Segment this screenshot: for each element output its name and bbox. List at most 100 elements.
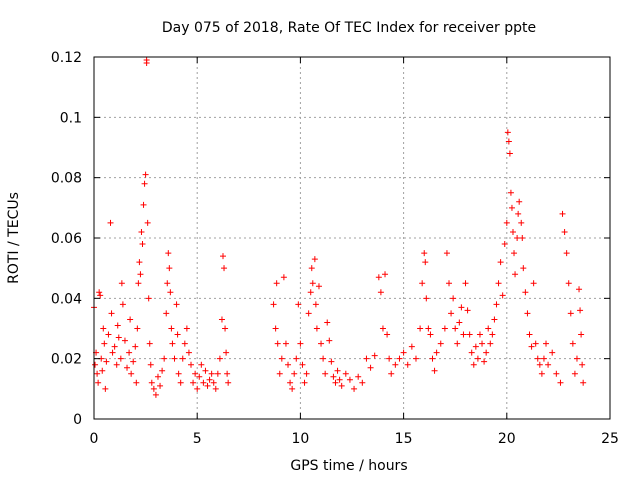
data-point bbox=[506, 150, 513, 157]
data-point bbox=[173, 301, 180, 308]
data-point bbox=[221, 265, 228, 272]
data-point bbox=[198, 361, 205, 368]
data-point bbox=[382, 271, 389, 278]
data-point bbox=[183, 325, 190, 332]
data-point bbox=[446, 280, 453, 287]
data-point bbox=[119, 301, 126, 308]
data-point bbox=[130, 358, 137, 365]
data-point bbox=[328, 358, 335, 365]
data-point bbox=[224, 370, 231, 377]
data-point bbox=[425, 325, 432, 332]
data-point bbox=[181, 340, 188, 347]
data-point bbox=[114, 322, 121, 329]
chart-title: Day 075 of 2018, Rate Of TEC Index for r… bbox=[162, 20, 536, 36]
data-point bbox=[489, 331, 496, 338]
data-point bbox=[167, 289, 174, 296]
data-point bbox=[121, 337, 128, 344]
data-point bbox=[177, 379, 184, 386]
data-point bbox=[202, 367, 209, 374]
y-tick-label: 0.06 bbox=[51, 231, 82, 247]
data-point bbox=[299, 361, 306, 368]
data-point bbox=[454, 340, 461, 347]
x-tick-label: 15 bbox=[395, 431, 413, 447]
data-point bbox=[522, 289, 529, 296]
y-tick-label: 0.1 bbox=[60, 110, 82, 126]
data-point bbox=[536, 361, 543, 368]
grid bbox=[94, 57, 610, 419]
data-point bbox=[132, 343, 139, 350]
data-point bbox=[499, 292, 506, 299]
data-point bbox=[118, 280, 125, 287]
data-point bbox=[141, 180, 148, 187]
data-point bbox=[301, 379, 308, 386]
data-point bbox=[470, 361, 477, 368]
x-tick-label: 25 bbox=[601, 431, 619, 447]
data-point bbox=[159, 367, 166, 374]
data-point bbox=[140, 201, 147, 208]
data-point bbox=[225, 379, 232, 386]
data-point bbox=[530, 280, 537, 287]
data-point bbox=[456, 319, 463, 326]
axis-ticks: 0 5 10 15 20 25 0 0.02 0.04 0.06 0.08 0.1 0.12 bbox=[51, 50, 619, 447]
data-points bbox=[91, 57, 587, 398]
data-point bbox=[571, 370, 578, 377]
data-point bbox=[185, 349, 192, 356]
data-point bbox=[289, 385, 296, 392]
data-point bbox=[293, 355, 300, 362]
data-point bbox=[458, 304, 465, 311]
data-point bbox=[107, 219, 114, 226]
data-point bbox=[109, 349, 116, 356]
data-point bbox=[519, 235, 526, 241]
data-point bbox=[133, 379, 140, 386]
data-point bbox=[377, 289, 384, 296]
data-point bbox=[545, 361, 552, 368]
data-point bbox=[476, 331, 483, 338]
data-point bbox=[577, 307, 584, 314]
data-point bbox=[392, 361, 399, 368]
data-point bbox=[396, 355, 403, 362]
data-point bbox=[297, 340, 304, 347]
data-point bbox=[472, 343, 479, 350]
data-point bbox=[346, 376, 353, 383]
data-point bbox=[144, 219, 151, 226]
data-point bbox=[515, 210, 522, 217]
data-point bbox=[495, 280, 502, 287]
data-point bbox=[485, 325, 492, 332]
data-point bbox=[466, 331, 473, 338]
y-tick-label: 0.02 bbox=[51, 352, 82, 368]
data-point bbox=[220, 253, 226, 260]
data-point bbox=[274, 340, 281, 347]
data-point bbox=[379, 325, 386, 332]
data-point bbox=[204, 382, 211, 389]
data-point bbox=[210, 379, 217, 386]
data-point bbox=[408, 343, 415, 350]
data-point bbox=[142, 171, 149, 178]
data-point bbox=[326, 337, 333, 344]
data-point bbox=[303, 370, 310, 377]
x-tick-label: 0 bbox=[90, 431, 99, 447]
data-point bbox=[134, 325, 141, 332]
data-point bbox=[103, 358, 110, 365]
data-point bbox=[576, 286, 583, 293]
data-point bbox=[520, 265, 527, 272]
data-point bbox=[483, 349, 490, 356]
data-point bbox=[127, 316, 134, 323]
data-point bbox=[95, 379, 102, 386]
data-point bbox=[308, 265, 315, 272]
data-point bbox=[516, 198, 523, 205]
data-point bbox=[190, 379, 197, 386]
data-point bbox=[441, 325, 448, 332]
data-point bbox=[491, 316, 498, 323]
data-point bbox=[501, 241, 508, 248]
data-point bbox=[164, 280, 171, 287]
data-point bbox=[464, 307, 471, 314]
data-point bbox=[553, 370, 560, 377]
data-point bbox=[412, 355, 419, 362]
data-point bbox=[222, 325, 229, 332]
data-point bbox=[563, 250, 570, 257]
data-point bbox=[452, 325, 459, 332]
y-tick-label: 0.12 bbox=[51, 50, 82, 66]
data-point bbox=[143, 60, 150, 67]
data-point bbox=[508, 204, 515, 211]
data-point bbox=[157, 382, 164, 389]
